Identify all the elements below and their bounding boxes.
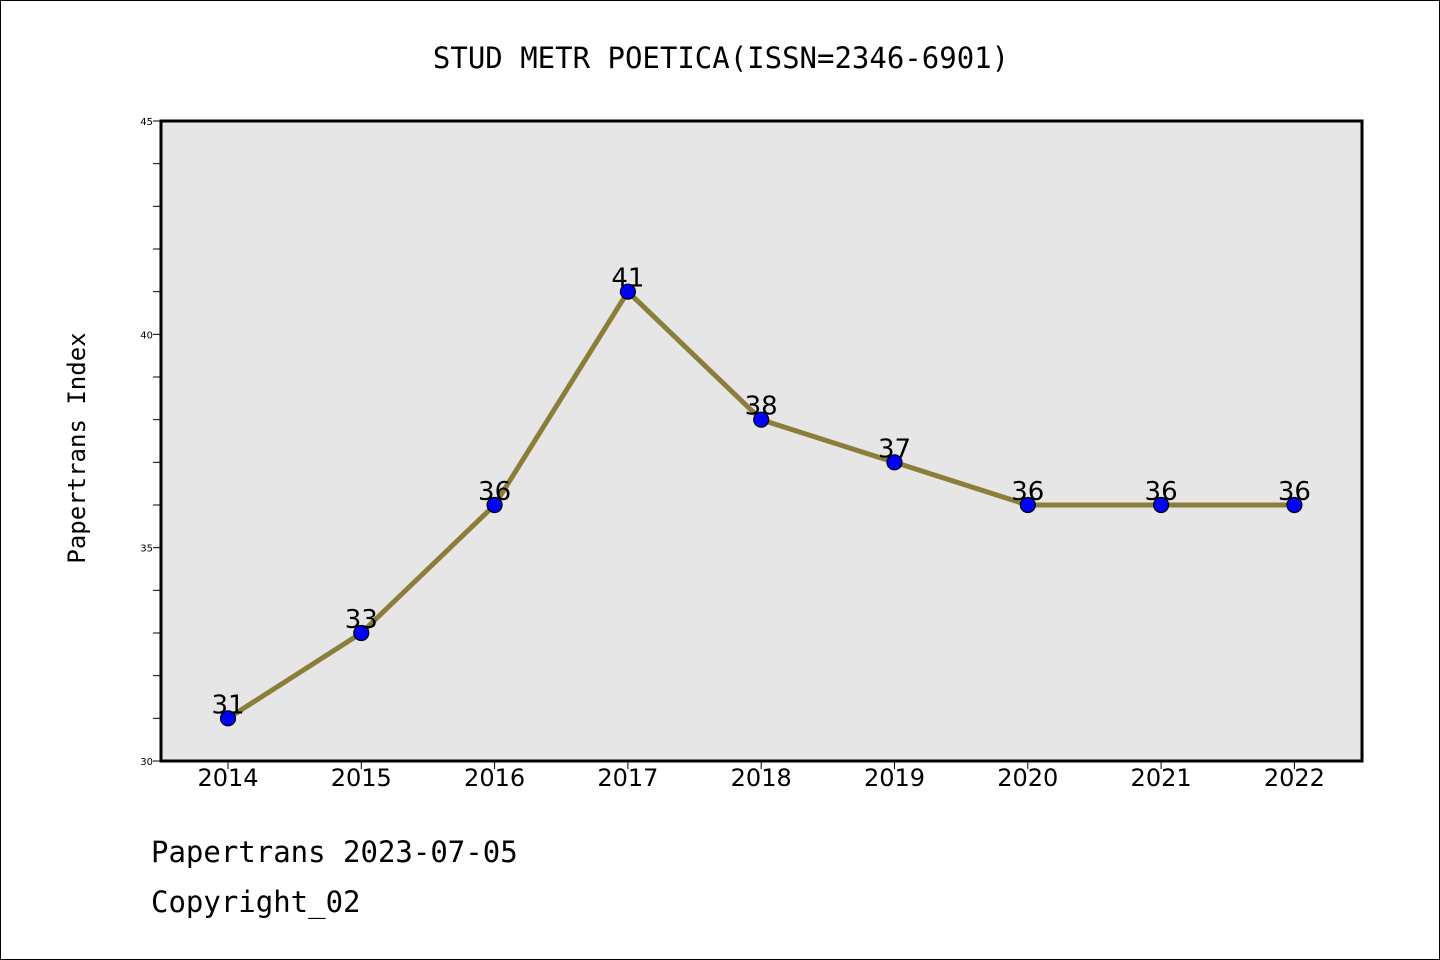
data-point-marker bbox=[353, 624, 370, 642]
y-tick-label: 35 bbox=[140, 544, 153, 555]
x-tick-label: 2017 bbox=[597, 764, 658, 792]
data-labels: 31 33 36 41 38 37 36 36 36 bbox=[211, 264, 1310, 721]
data-point-marker bbox=[486, 496, 503, 514]
data-point-marker bbox=[1019, 496, 1036, 514]
data-point-markers bbox=[219, 283, 1303, 727]
plot-frame bbox=[159, 119, 1364, 763]
x-tick-label: 2015 bbox=[331, 764, 392, 792]
data-label: 36 bbox=[1145, 477, 1178, 507]
x-tick-label: 2016 bbox=[464, 764, 525, 792]
y-axis-label: Papertrans Index bbox=[63, 332, 91, 563]
data-point-marker bbox=[1286, 496, 1303, 514]
data-point-marker bbox=[753, 411, 770, 428]
x-tick-label: 2021 bbox=[1131, 764, 1192, 792]
x-axis-tick-labels: 2014 2015 2016 2017 2018 2019 2020 2021 2022 bbox=[197, 764, 1324, 792]
plot-area bbox=[161, 121, 1362, 761]
data-label: 33 bbox=[345, 605, 378, 635]
data-point-marker bbox=[886, 454, 903, 471]
y-axis-tick-labels: 30 35 40 45 bbox=[140, 117, 153, 768]
footer-copyright-line: Copyright_02 bbox=[151, 885, 361, 919]
data-label: 31 bbox=[211, 690, 244, 720]
x-tick-label: 2019 bbox=[864, 764, 925, 792]
data-point-marker bbox=[1152, 496, 1170, 514]
data-label: 37 bbox=[878, 434, 911, 464]
x-tick-label: 2018 bbox=[731, 764, 792, 792]
data-point-marker bbox=[219, 710, 237, 727]
x-tick-label: 2022 bbox=[1264, 764, 1325, 792]
x-tick-label: 2014 bbox=[197, 764, 258, 792]
data-label: 36 bbox=[1011, 477, 1044, 507]
data-point-marker bbox=[619, 283, 637, 300]
y-tick-label: 45 bbox=[140, 117, 153, 128]
chart-title: STUD METR POETICA(ISSN=2346-6901) bbox=[433, 41, 1009, 75]
x-tick-label: 2020 bbox=[997, 764, 1058, 792]
data-label: 36 bbox=[1278, 477, 1311, 507]
data-label: 36 bbox=[478, 477, 511, 507]
y-tick-label: 30 bbox=[140, 757, 153, 768]
y-tick-label: 40 bbox=[140, 330, 153, 341]
data-label: 41 bbox=[611, 264, 644, 294]
footer-date-line: Papertrans 2023-07-05 bbox=[151, 835, 518, 869]
data-label: 38 bbox=[745, 392, 778, 422]
